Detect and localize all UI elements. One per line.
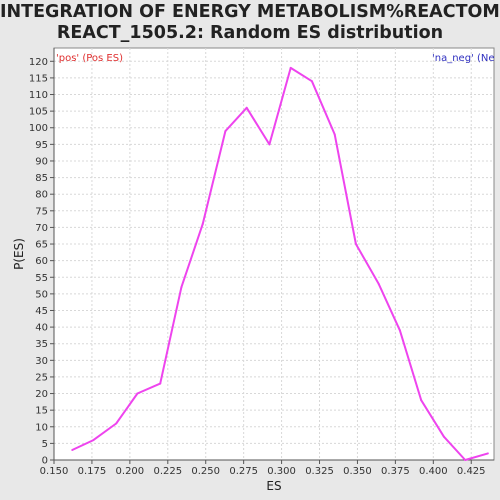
series-layer: [71, 66, 489, 461]
data-point: [442, 435, 445, 438]
y-tick-label: 115: [29, 73, 48, 84]
data-point: [180, 286, 183, 289]
y-tick-label: 100: [29, 123, 48, 134]
data-point: [377, 282, 380, 285]
y-tick-label: 20: [35, 389, 48, 400]
x-tick-label: 0.150: [40, 466, 69, 477]
x-tick-label: 0.300: [267, 466, 296, 477]
y-tick-label: 80: [35, 190, 48, 201]
data-point: [245, 106, 248, 109]
x-tick-label: 0.275: [229, 466, 258, 477]
y-axis-title: P(ES): [12, 238, 26, 270]
data-point: [464, 459, 467, 461]
data-point: [268, 143, 271, 146]
data-point: [486, 452, 489, 455]
data-point: [71, 449, 74, 452]
x-tick-label: 0.325: [305, 466, 334, 477]
data-point: [224, 130, 227, 133]
data-point: [333, 133, 336, 136]
data-point: [420, 399, 423, 402]
y-tick-label: 120: [29, 57, 48, 68]
x-axis-title: ES: [266, 479, 281, 493]
data-point: [201, 223, 204, 226]
y-tick-label: 25: [35, 372, 48, 383]
y-tick-label: 0: [42, 456, 48, 467]
y-tick-label: 70: [35, 223, 48, 234]
y-tick-label: 60: [35, 256, 48, 267]
y-tick-label: 110: [29, 90, 48, 101]
chart-title-line-1: INTEGRATION OF ENERGY METABOLISM%REACTOM…: [0, 2, 500, 22]
chart-title-line-2: REACT_1505.2: Random ES distribution: [56, 23, 444, 43]
data-point: [354, 243, 357, 246]
data-point: [398, 329, 401, 332]
data-point: [310, 80, 313, 83]
data-point: [289, 66, 292, 69]
x-tick-label: 0.175: [78, 466, 107, 477]
y-tick-label: 30: [35, 356, 48, 367]
x-tick-label: 0.250: [191, 466, 220, 477]
data-point: [92, 439, 95, 442]
legend: 'pos' (Pos ES) 'na_neg' (Neg ES): [56, 53, 500, 64]
data-point: [159, 382, 162, 385]
axes: 0 5 10 15 20 25 30 35 40 45 50 55 60 65 70 75 80 85 90 95 10…: [29, 48, 494, 477]
grid-lines: [53, 48, 494, 461]
y-tick-label: 105: [29, 107, 48, 118]
x-tick-label: 0.425: [457, 466, 486, 477]
y-tick-label: 50: [35, 289, 48, 300]
x-tick-label: 0.375: [381, 466, 410, 477]
x-tick-label: 0.400: [419, 466, 448, 477]
y-tick-label: 90: [35, 156, 48, 167]
plot-area: [53, 47, 495, 461]
y-tick-label: 95: [35, 140, 48, 151]
data-point: [115, 422, 118, 425]
x-tick-label: 0.225: [153, 466, 182, 477]
y-tick-label: 85: [35, 173, 48, 184]
y-tick-label: 45: [35, 306, 48, 317]
y-tick-label: 5: [42, 439, 48, 450]
y-tick-label: 65: [35, 240, 48, 251]
x-tick-label: 0.200: [116, 466, 145, 477]
y-tick-label: 35: [35, 339, 48, 350]
legend-pos: 'pos' (Pos ES): [56, 53, 123, 64]
y-tick-label: 55: [35, 273, 48, 284]
x-tick-label: 0.350: [343, 466, 372, 477]
data-point: [136, 392, 139, 395]
y-tick-label: 75: [35, 206, 48, 217]
y-tick-label: 10: [35, 422, 48, 433]
legend-neg: 'na_neg' (Neg ES): [432, 53, 500, 64]
chart-title: INTEGRATION OF ENERGY METABOLISM%REACTOM…: [0, 2, 500, 44]
y-tick-label: 40: [35, 323, 48, 334]
es-distribution-line: [71, 66, 489, 461]
y-tick-label: 15: [35, 406, 48, 417]
